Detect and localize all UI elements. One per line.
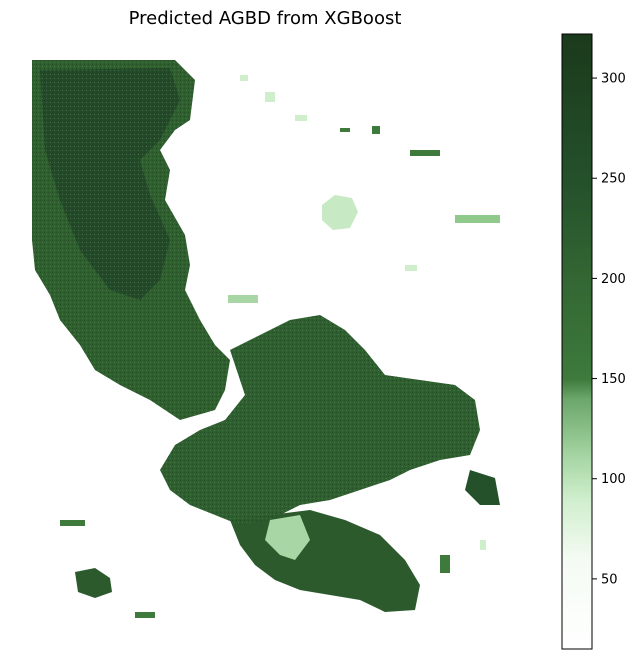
colorbar-tick-label: 300	[601, 72, 626, 87]
colorbar-tick-label: 250	[601, 172, 626, 187]
colorbar-tick-label: 150	[601, 372, 626, 387]
chart-title: Predicted AGBD from XGBoost	[128, 8, 402, 29]
colorbar-tick-label: 50	[601, 572, 618, 587]
colorbar-scale	[561, 33, 593, 650]
southeast-forest-light	[265, 515, 310, 560]
colorbar-ticks: 50 100 150 200 250 300	[592, 72, 626, 587]
colorbar-tick-label: 100	[601, 472, 626, 487]
east-arm	[465, 470, 500, 505]
colorbar-tick-label: 200	[601, 272, 626, 287]
light-patch-north	[322, 195, 358, 230]
southwest-patch	[75, 568, 112, 598]
